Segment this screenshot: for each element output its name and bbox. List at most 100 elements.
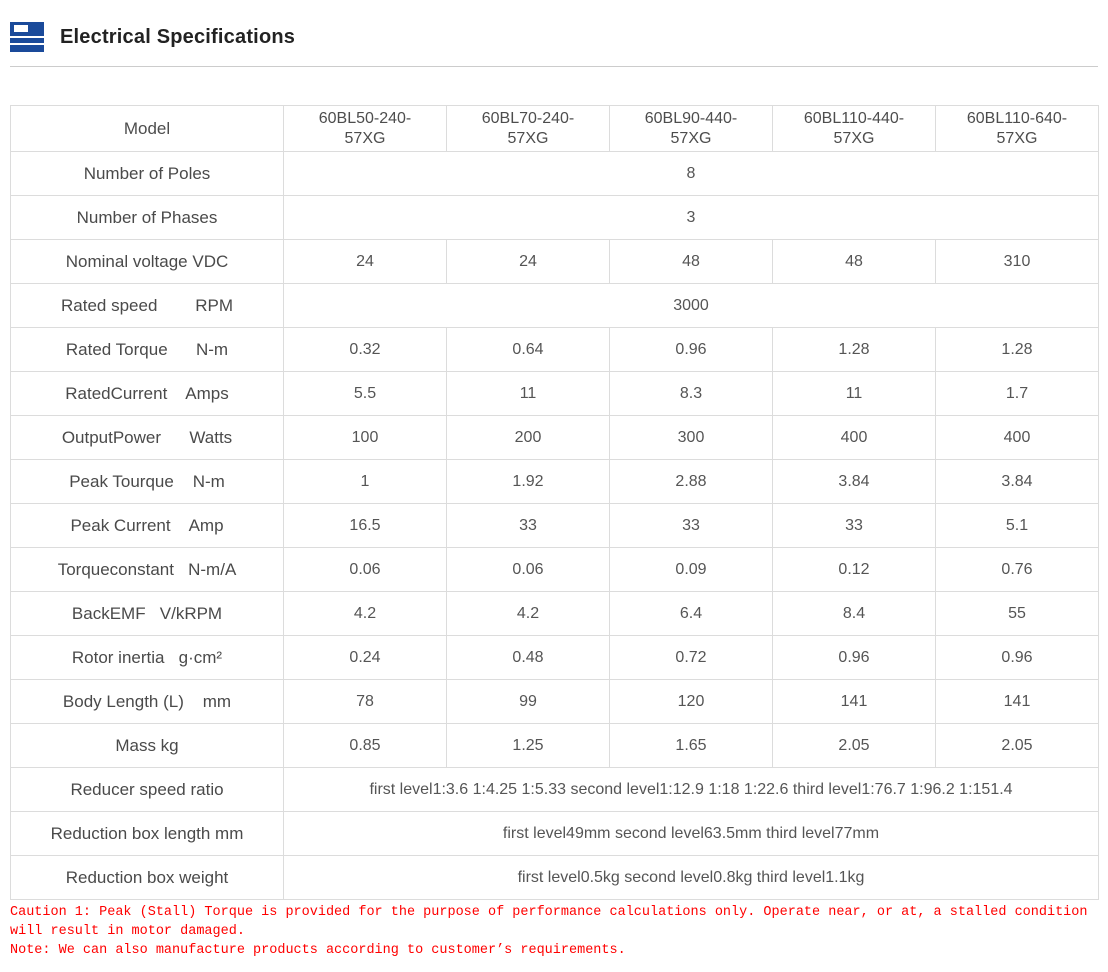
table-header: Model 60BL50-240- 57XG 60BL70-240- 57XG 60B… [10, 105, 1099, 152]
row-value-cell: 1.92 [446, 459, 610, 504]
model-cell: 60BL50-240- 57XG [283, 105, 447, 152]
table-row: Peak Current Amp 16.5 33 33 33 5.1 [10, 503, 1099, 548]
row-value-cell: 400 [935, 415, 1099, 460]
row-label-cell: Reducer speed ratio [10, 767, 284, 812]
row-value-cell: 0.72 [609, 635, 773, 680]
row-value-cell: 0.64 [446, 327, 610, 372]
row-value-cell: 55 [935, 591, 1099, 636]
row-label-cell: Number of Poles [10, 151, 284, 196]
row-value-cell: 0.24 [283, 635, 447, 680]
row-label-cell: Nominal voltage VDC [10, 239, 284, 284]
row-label-cell: Body Length (L) mm [10, 679, 284, 724]
table-row: Rotor inertia g·cm² 0.24 0.48 0.72 0.96 0.96 [10, 635, 1099, 680]
row-span-value-cell: first level0.5kg second level0.8kg third… [283, 855, 1099, 900]
row-label-cell: Torqueconstant N-m/A [10, 547, 284, 592]
row-value-cell: 1.28 [935, 327, 1099, 372]
row-value-cell: 0.85 [283, 723, 447, 768]
table-row: Mass kg 0.85 1.25 1.65 2.05 2.05 [10, 723, 1099, 768]
row-value-cell: 0.32 [283, 327, 447, 372]
table-row: Body Length (L) mm 78 99 120 141 141 [10, 679, 1099, 724]
row-value-cell: 24 [446, 239, 610, 284]
table-row: Nominal voltage VDC 24 24 48 48 310 [10, 239, 1099, 284]
row-label-cell: BackEMF V/kRPM [10, 591, 284, 636]
model-cell: 60BL110-640- 57XG [935, 105, 1099, 152]
model-cell: 60BL110-440- 57XG [772, 105, 936, 152]
row-value-cell: 3.84 [772, 459, 936, 504]
electrical-specifications-table: Model 60BL50-240- 57XG 60BL70-240- 57XG 60B… [10, 105, 1099, 900]
row-value-cell: 0.12 [772, 547, 936, 592]
table-row: Reduction box weight first level0.5kg sec… [10, 855, 1099, 900]
row-label-cell: Reduction box length mm [10, 811, 284, 856]
row-value-cell: 310 [935, 239, 1099, 284]
row-value-cell: 16.5 [283, 503, 447, 548]
row-value-cell: 300 [609, 415, 773, 460]
row-value-cell: 200 [446, 415, 610, 460]
row-value-cell: 5.5 [283, 371, 447, 416]
row-value-cell: 33 [609, 503, 773, 548]
manufacture-note: Note: We can also manufacture products a… [10, 943, 626, 958]
row-value-cell: 120 [609, 679, 773, 724]
row-label-cell: Reduction box weight [10, 855, 284, 900]
model-cell: 60BL70-240- 57XG [446, 105, 610, 152]
row-label-cell: OutputPower Watts [10, 415, 284, 460]
row-value-cell: 0.96 [609, 327, 773, 372]
row-value-cell: 24 [283, 239, 447, 284]
row-label-cell: Mass kg [10, 723, 284, 768]
row-value-cell: 2.05 [935, 723, 1099, 768]
row-label-cell: Number of Phases [10, 195, 284, 240]
table-row: RatedCurrent Amps 5.5 11 8.3 11 1.7 [10, 371, 1099, 416]
row-value-cell: 0.76 [935, 547, 1099, 592]
row-label-cell: Peak Current Amp [10, 503, 284, 548]
row-span-value-cell: 8 [283, 151, 1099, 196]
model-label-cell: Model [10, 105, 284, 152]
table-body: Number of Poles 8 Number of Phases 3 Nominal… [10, 151, 1099, 900]
row-value-cell: 5.1 [935, 503, 1099, 548]
row-value-cell: 3.84 [935, 459, 1099, 504]
row-value-cell: 48 [772, 239, 936, 284]
row-value-cell: 11 [772, 371, 936, 416]
table-row: Torqueconstant N-m/A 0.06 0.06 0.09 0.12 0.76 [10, 547, 1099, 592]
row-value-cell: 4.2 [283, 591, 447, 636]
row-value-cell: 8.4 [772, 591, 936, 636]
model-row: Model 60BL50-240- 57XG 60BL70-240- 57XG 60B… [10, 105, 1099, 152]
row-label-cell: RatedCurrent Amps [10, 371, 284, 416]
row-value-cell: 400 [772, 415, 936, 460]
row-value-cell: 1.28 [772, 327, 936, 372]
row-value-cell: 0.96 [772, 635, 936, 680]
caution-note: Caution 1: Peak (Stall) Torque is provid… [10, 905, 1088, 939]
row-value-cell: 4.2 [446, 591, 610, 636]
notes: Caution 1: Peak (Stall) Torque is provid… [10, 903, 1102, 960]
row-label-cell: Rated Torque N-m [10, 327, 284, 372]
page-title: Electrical Specifications [60, 25, 296, 48]
row-label-cell: Rotor inertia g·cm² [10, 635, 284, 680]
header-divider [10, 66, 1098, 67]
row-label-cell: Rated speed RPM [10, 283, 284, 328]
row-value-cell: 0.48 [446, 635, 610, 680]
row-value-cell: 1.65 [609, 723, 773, 768]
row-value-cell: 99 [446, 679, 610, 724]
row-value-cell: 33 [446, 503, 610, 548]
row-span-value-cell: first level49mm second level63.5mm third… [283, 811, 1099, 856]
row-value-cell: 6.4 [609, 591, 773, 636]
model-cell: 60BL90-440- 57XG [609, 105, 773, 152]
row-value-cell: 141 [772, 679, 936, 724]
row-span-value-cell: first level1:3.6 1:4.25 1:5.33 second le… [283, 767, 1099, 812]
table-row: Reducer speed ratio first level1:3.6 1:4.… [10, 767, 1099, 812]
table-row: Reduction box length mm first level49mm s… [10, 811, 1099, 856]
row-value-cell: 48 [609, 239, 773, 284]
row-value-cell: 2.88 [609, 459, 773, 504]
section-header: Electrical Specifications [0, 0, 1108, 53]
row-value-cell: 8.3 [609, 371, 773, 416]
row-value-cell: 2.05 [772, 723, 936, 768]
row-span-value-cell: 3 [283, 195, 1099, 240]
row-label-cell: Peak Tourque N-m [10, 459, 284, 504]
row-span-value-cell: 3000 [283, 283, 1099, 328]
spec-list-icon [10, 22, 44, 52]
row-value-cell: 0.96 [935, 635, 1099, 680]
table-row: Number of Poles 8 [10, 151, 1099, 196]
table-row: OutputPower Watts 100 200 300 400 400 [10, 415, 1099, 460]
row-value-cell: 1.7 [935, 371, 1099, 416]
table-row: Rated speed RPM 3000 [10, 283, 1099, 328]
row-value-cell: 1 [283, 459, 447, 504]
row-value-cell: 100 [283, 415, 447, 460]
